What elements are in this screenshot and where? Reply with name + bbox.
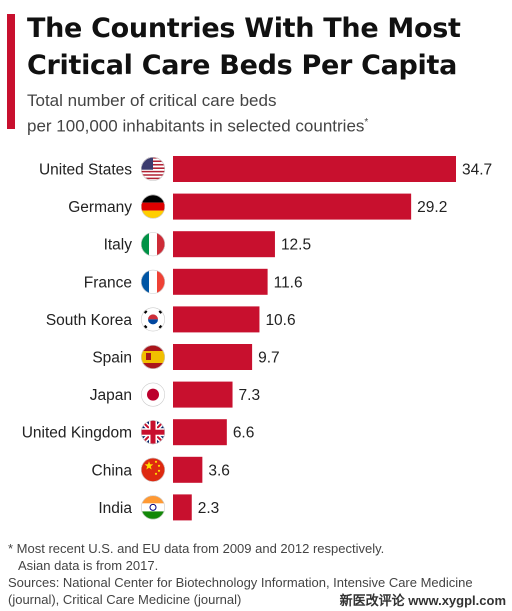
value-label: 12.5 [281,237,311,254]
category-label: China [92,462,133,479]
bar-row: United States 34.7 [39,156,492,182]
bar-row: China 3.6 [92,456,230,483]
bar-row: India 2.3 [98,494,220,521]
bar [173,381,233,408]
accent-bar [7,14,15,129]
bar-row: United Kingdom 6.6 [22,419,255,446]
bar [173,306,260,333]
bar-row: Germany 29.2 [68,193,447,220]
category-label: Spain [92,350,132,367]
bar [173,268,268,295]
sources-line-1: Sources: National Center for Biotechnolo… [8,575,473,590]
bar [173,231,275,258]
chart-subtitle: Total number of critical care beds per 1… [27,90,497,138]
footnote: * Most recent U.S. and EU data from 2009… [8,540,508,608]
subtitle-line-1: Total number of critical care beds [27,91,277,110]
category-label: France [84,274,132,291]
footnote-line-2: Asian data is from 2017. [18,558,159,573]
title-line-2: Critical Care Beds Per Capita [27,50,458,81]
category-label: Japan [90,387,132,404]
value-label: 29.2 [417,199,447,216]
category-label: Germany [68,199,132,216]
china-flag-icon [141,457,166,482]
category-label: South Korea [46,312,133,329]
bar-row: Italy 12.5 [104,231,311,258]
footnote-line-1: * Most recent U.S. and EU data from 2009… [8,541,385,556]
bar [173,456,203,483]
germany-flag-icon [141,194,166,219]
category-label: United States [39,162,132,179]
bar [173,156,456,182]
south-korea-flag-icon [141,307,166,332]
uk-flag-icon [141,420,166,445]
watermark: 新医改评论 www.xygpl.com [339,593,506,608]
bar [173,494,192,521]
subtitle-line-2-text: per 100,000 inhabitants in selected coun… [27,116,365,136]
chart-title: The Countries With The Most Critical Car… [27,10,507,84]
bar-chart: United States 34.7 Germany 29.2 Italy 12.5 Fra… [22,156,492,521]
title-line-1: The Countries With The Most [27,13,461,44]
italy-flag-icon [141,232,166,257]
france-flag-icon [141,269,166,294]
india-flag-icon [141,495,166,520]
us-flag-icon [141,157,166,181]
sources-line-2: (journal), Critical Care Medicine (journ… [8,592,242,607]
value-label: 2.3 [198,500,220,517]
value-label: 6.6 [233,425,255,442]
category-label: India [98,500,132,517]
bar-row: France 11.6 [84,268,303,295]
value-label: 3.6 [208,462,230,479]
bar-row: Spain 9.7 [92,344,280,370]
spain-flag-icon [141,345,166,370]
value-label: 9.7 [258,350,280,367]
subtitle-line-2: per 100,000 inhabitants in selected coun… [27,112,497,138]
category-label: Italy [104,237,133,254]
value-label: 7.3 [239,387,261,404]
value-label: 34.7 [462,162,492,179]
bar-row: Japan 7.3 [90,381,261,408]
bar [173,193,412,220]
japan-flag-icon [141,382,166,407]
subtitle-asterisk: * [364,117,369,128]
bar-row: South Korea 10.6 [46,306,296,333]
bar [173,419,227,446]
category-label: United Kingdom [22,425,132,442]
value-label: 10.6 [265,312,295,329]
bar [173,344,253,370]
value-label: 11.6 [274,274,303,291]
